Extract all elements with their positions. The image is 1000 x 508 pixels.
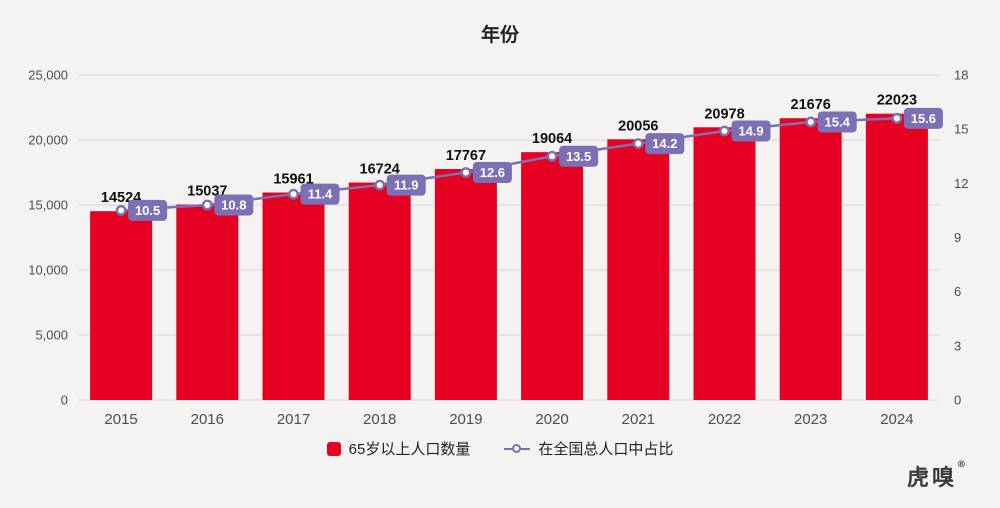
svg-text:21676: 21676 — [791, 97, 831, 113]
svg-text:10,000: 10,000 — [28, 263, 68, 278]
svg-text:2018: 2018 — [363, 411, 396, 428]
svg-text:2020: 2020 — [535, 411, 568, 428]
svg-text:2019: 2019 — [449, 411, 482, 428]
svg-text:15.6: 15.6 — [911, 111, 936, 126]
svg-text:2015: 2015 — [104, 411, 137, 428]
svg-text:15.4: 15.4 — [825, 114, 851, 129]
legend-item-bar-series: 65岁以上人口数量 — [326, 438, 471, 459]
svg-text:15: 15 — [954, 122, 968, 137]
svg-text:17767: 17767 — [446, 148, 486, 164]
svg-text:11.4: 11.4 — [308, 187, 333, 202]
svg-text:25,000: 25,000 — [28, 68, 68, 83]
svg-text:2024: 2024 — [880, 411, 913, 428]
svg-text:20056: 20056 — [618, 118, 658, 134]
logo-text: 虎嗅 — [906, 465, 957, 491]
svg-text:2017: 2017 — [277, 411, 310, 428]
svg-text:2016: 2016 — [191, 411, 224, 428]
svg-text:3: 3 — [954, 338, 961, 353]
combo-chart: 0 5,000 10,000 15,000 20,000 25,000 0 3 6 9 12 15 18… — [28, 68, 968, 429]
legend-item-line-series: 在全国总人口中占比 — [504, 438, 673, 459]
svg-text:14.2: 14.2 — [652, 136, 677, 151]
legend-bar-label: 65岁以上人口数量 — [348, 441, 471, 458]
svg-text:19064: 19064 — [532, 131, 572, 147]
svg-text:10.8: 10.8 — [221, 198, 246, 213]
line-marker-icon — [512, 443, 522, 453]
svg-text:2022: 2022 — [708, 411, 741, 428]
svg-text:16724: 16724 — [360, 162, 400, 178]
svg-text:0: 0 — [61, 393, 68, 408]
legend-line-label: 在全国总人口中占比 — [538, 441, 674, 458]
svg-text:5,000: 5,000 — [35, 328, 68, 343]
svg-text:12: 12 — [954, 176, 968, 191]
chart-title: 年份 — [480, 25, 519, 46]
svg-text:13.5: 13.5 — [566, 149, 591, 164]
svg-text:12.6: 12.6 — [480, 165, 505, 180]
svg-text:9: 9 — [954, 230, 961, 245]
bar-series-swatch-icon — [326, 441, 341, 456]
svg-text:6: 6 — [954, 284, 961, 299]
svg-text:2021: 2021 — [622, 411, 655, 428]
svg-text:18: 18 — [954, 68, 968, 83]
svg-text:10.5: 10.5 — [135, 203, 160, 218]
huxiu-logo: 虎嗅® — [907, 460, 966, 492]
logo-registered-mark: ® — [957, 460, 966, 470]
svg-text:0: 0 — [954, 393, 961, 408]
legend: 65岁以上人口数量 在全国总人口中占比 — [0, 438, 1000, 459]
svg-text:22023: 22023 — [877, 93, 917, 109]
svg-text:20978: 20978 — [704, 106, 744, 122]
svg-text:20,000: 20,000 — [28, 133, 68, 148]
svg-text:2023: 2023 — [794, 411, 827, 428]
line-series-swatch-icon — [504, 443, 531, 455]
svg-text:15,000: 15,000 — [28, 198, 68, 213]
svg-text:11.9: 11.9 — [394, 178, 419, 193]
svg-text:14.9: 14.9 — [738, 123, 763, 138]
svg-text:15961: 15961 — [273, 172, 313, 188]
